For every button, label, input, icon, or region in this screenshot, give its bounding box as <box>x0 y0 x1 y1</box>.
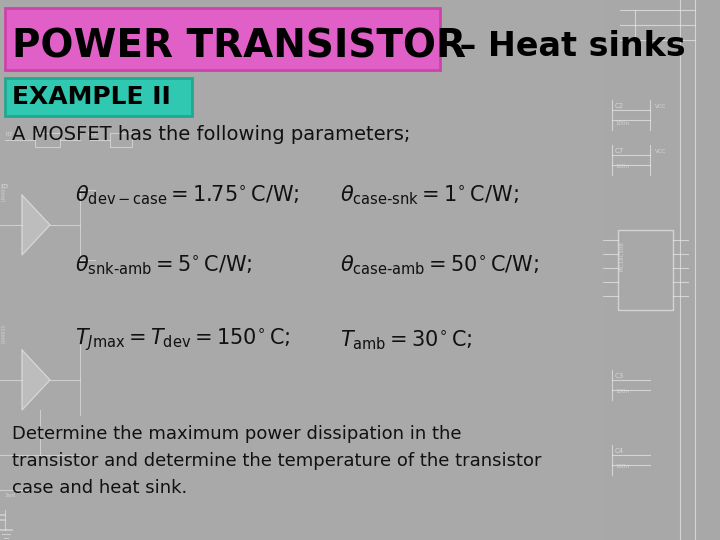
Text: – Heat sinks: – Heat sinks <box>448 30 685 64</box>
Text: EXAMPLE II: EXAMPLE II <box>12 85 171 109</box>
Text: $T_{J\rm max} = T_{\rm dev} = 150^{\circ}\,\rm C;$: $T_{J\rm max} = T_{\rm dev} = 150^{\circ… <box>75 327 290 353</box>
Text: VCC: VCC <box>655 149 666 154</box>
Text: C2: C2 <box>615 103 624 109</box>
Bar <box>35 133 60 147</box>
Text: R7: R7 <box>5 132 12 137</box>
Bar <box>110 133 132 147</box>
Text: C7: C7 <box>615 148 624 154</box>
Text: C3: C3 <box>615 373 624 379</box>
Text: C4: C4 <box>615 448 624 454</box>
Text: 3ant: 3ant <box>5 493 17 498</box>
Bar <box>5 78 192 116</box>
Text: LM4935: LM4935 <box>2 181 7 201</box>
Text: VCC: VCC <box>655 104 666 109</box>
Text: 100n: 100n <box>615 164 629 169</box>
Text: C3: C3 <box>2 184 9 189</box>
Polygon shape <box>22 195 50 255</box>
Text: R12: R12 <box>88 132 98 137</box>
Text: $\theta_{\rm snk\text{-}amb} = 5^{\circ}\,\rm C/W;$: $\theta_{\rm snk\text{-}amb} = 5^{\circ}… <box>75 253 253 277</box>
Bar <box>0 0 605 540</box>
Polygon shape <box>22 350 50 410</box>
Text: PIC18C508: PIC18C508 <box>620 241 625 271</box>
Text: A MOSFET has the following parameters;: A MOSFET has the following parameters; <box>12 125 410 145</box>
Text: $\theta_{\rm dev-case} = 1.75^{\circ}\,\rm C/W;$: $\theta_{\rm dev-case} = 1.75^{\circ}\,\… <box>75 183 300 207</box>
Text: Determine the maximum power dissipation in the
transistor and determine the temp: Determine the maximum power dissipation … <box>12 425 541 497</box>
Text: $\theta_{\rm case\text{-}amb} = 50^{\circ}\,\rm C/W;$: $\theta_{\rm case\text{-}amb} = 50^{\cir… <box>340 253 539 277</box>
Text: LM4935: LM4935 <box>2 323 7 343</box>
Text: 100n: 100n <box>615 389 629 394</box>
Text: $T_{\rm amb} = 30^{\circ}\,\rm C;$: $T_{\rm amb} = 30^{\circ}\,\rm C;$ <box>340 328 472 352</box>
Text: POWER TRANSISTOR: POWER TRANSISTOR <box>12 28 466 66</box>
Bar <box>5 8 440 70</box>
Text: $\theta_{\rm case\text{-}snk} = 1^{\circ}\,\rm C/W;$: $\theta_{\rm case\text{-}snk} = 1^{\circ… <box>340 183 518 207</box>
Text: 100n: 100n <box>615 464 629 469</box>
Text: 100n: 100n <box>615 121 629 126</box>
Bar <box>618 230 673 310</box>
